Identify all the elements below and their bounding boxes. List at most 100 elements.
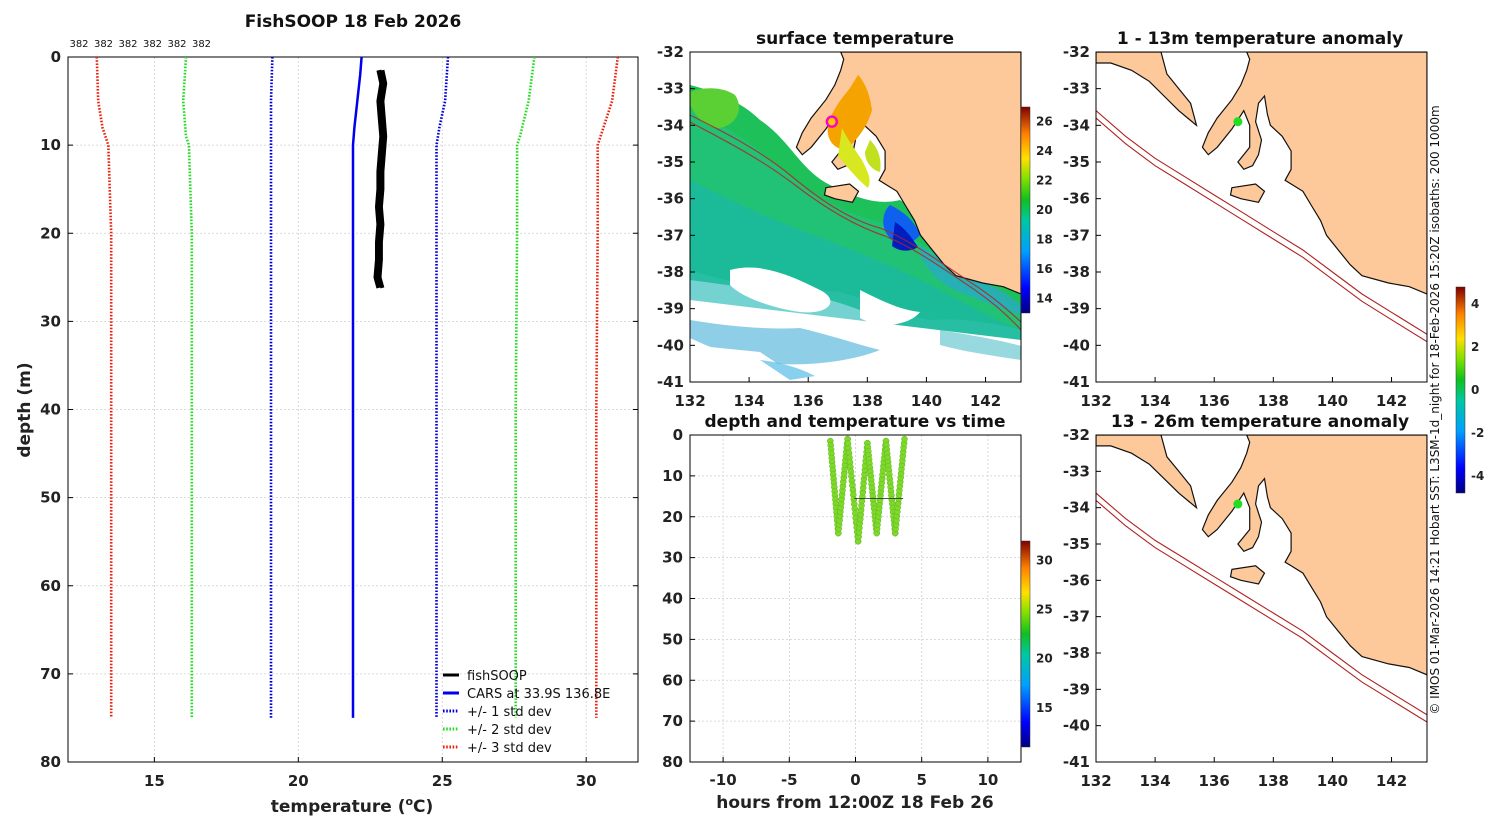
anomaly1-ytick-label: -32 <box>1063 43 1090 61</box>
anomaly-colorbar-label: 4 <box>1471 297 1479 311</box>
sst-colorbar <box>1020 106 1031 314</box>
sst-colorbar-label: 14 <box>1036 291 1053 305</box>
anomaly1-xtick-label: 138 <box>1258 392 1289 410</box>
anomaly2-xtick-label: 134 <box>1139 772 1170 790</box>
anomaly-colorbar-label: 2 <box>1471 340 1479 354</box>
anomaly2-xtick-label: 142 <box>1376 772 1407 790</box>
sst-colorbar-label: 16 <box>1036 262 1053 276</box>
dvt-colorbar-label: 20 <box>1036 652 1053 666</box>
profile-ytick-label: 50 <box>40 489 61 507</box>
anomaly1-land <box>1096 52 1427 295</box>
surface-temperature-map: surface temperature <box>657 29 1053 410</box>
profile-series-fish <box>373 69 385 289</box>
anomaly1-axes-box <box>1095 51 1428 383</box>
anomaly2-ytick-label: -41 <box>1063 753 1090 771</box>
sst-xtick-label: 132 <box>674 392 705 410</box>
anomaly1-ytick-label: -35 <box>1063 153 1090 171</box>
profile-ylabel: depth (m) <box>15 362 35 457</box>
profile-top-label: 382 <box>118 39 137 50</box>
depth-temperature-vs-time-chart: depth and temperature vs time -10 -5 0 5 10 0… <box>662 412 1053 813</box>
dvt-points <box>827 435 908 545</box>
dvt-ytick-label: 40 <box>662 590 683 608</box>
anomaly2-xtick-label: 138 <box>1258 772 1289 790</box>
profile-xtick-label: 25 <box>432 772 453 790</box>
sst-xtick-label: 136 <box>793 392 824 410</box>
sst-ytick-label: -39 <box>657 300 684 318</box>
sst-isobath-200 <box>690 114 1021 323</box>
profile-top-label: 382 <box>94 39 113 50</box>
sst-ytick-label: -33 <box>657 80 684 98</box>
dvt-colorbar-label: 15 <box>1036 701 1053 715</box>
profile-top-label: 382 <box>143 39 162 50</box>
dvt-xtick-label: -5 <box>781 771 798 789</box>
dvt-colorbar <box>1020 540 1031 748</box>
profile-series-sd3 <box>95 56 113 718</box>
profile-top-label: 382 <box>69 39 88 50</box>
anomaly1-title: 1 - 13m temperature anomaly <box>1117 29 1403 49</box>
sst-ticks: 132 134 136 138 140 142 -32 -33 -34 -35 -36 -37 -38 -… <box>657 43 1001 410</box>
anomaly1-ytick-label: -40 <box>1063 336 1090 354</box>
profile-ticks: 15 20 25 30 0 10 20 30 40 50 60 70 80 <box>40 48 638 790</box>
sst-xtick-label: 142 <box>970 392 1001 410</box>
dvt-ytick-label: 30 <box>662 549 683 567</box>
anomaly2-ytick-label: -35 <box>1063 535 1090 553</box>
sst-ytick-label: -40 <box>657 336 684 354</box>
credit-text: © IMOS 01-Mar-2026 14:21 Hobart SST: L3S… <box>1428 105 1442 714</box>
anomaly-map-1-13m: 1 - 13m temperature anomaly 132 134 136 138… <box>1063 29 1428 410</box>
dvt-grid <box>690 434 1021 763</box>
profile-xtick-label: 20 <box>288 772 309 790</box>
anomaly1-xtick-label: 136 <box>1199 392 1230 410</box>
sst-colorbar-ticks: 14 16 18 20 22 24 26 <box>1036 115 1053 306</box>
anomaly2-ticks: 132 134 136 138 140 142 -32 -33 -34 -35 -36 -37 -38 -… <box>1063 426 1407 790</box>
anomaly1-ytick-label: -33 <box>1063 80 1090 98</box>
dvt-ytick-label: 20 <box>662 508 683 526</box>
anomaly2-title: 13 - 26m temperature anomaly <box>1111 412 1409 432</box>
dvt-xlabel: hours from 12:00Z 18 Feb 26 <box>716 793 994 813</box>
dvt-xtick-label: 10 <box>977 771 998 789</box>
legend-label-fish: fishSOOP <box>467 669 527 684</box>
anomaly1-xtick-label: 132 <box>1080 392 1111 410</box>
anomaly-colorbar-label: 0 <box>1471 383 1479 397</box>
profile-ytick-label: 70 <box>40 665 61 683</box>
sst-xtick-label: 140 <box>911 392 942 410</box>
sst-xtick-label: 134 <box>733 392 764 410</box>
legend-label-sd2: +/- 2 std dev <box>467 723 552 738</box>
dvt-ytick-label: 60 <box>662 671 683 689</box>
sst-ytick-label: -38 <box>657 263 684 281</box>
profile-top-labels: 382 382 382 382 382 382 <box>69 39 211 50</box>
anomaly1-ytick-label: -39 <box>1063 300 1090 318</box>
profile-series-sd2 <box>181 56 194 718</box>
anomaly2-location-marker <box>1233 499 1243 509</box>
dvt-ytick-label: 50 <box>662 630 683 648</box>
profile-series-cars <box>351 56 363 718</box>
sst-colorbar-label: 20 <box>1036 203 1053 217</box>
anomaly2-ytick-label: -34 <box>1063 499 1090 517</box>
profile-series-sd1 <box>269 56 274 718</box>
sst-colorbar-label: 24 <box>1036 144 1053 158</box>
profile-series-sd1 <box>435 56 450 718</box>
profile-legend: fishSOOP CARS at 33.9S 136.8E +/- 1 std de… <box>443 669 610 756</box>
anomaly1-isobath-1000 <box>1096 117 1427 343</box>
dvt-colorbar-label: 30 <box>1036 554 1053 568</box>
anomaly1-ytick-label: -36 <box>1063 190 1090 208</box>
sst-colorbar-label: 18 <box>1036 232 1053 246</box>
profile-ytick-label: 60 <box>40 577 61 595</box>
dvt-xtick-label: 0 <box>850 771 860 789</box>
anomaly-colorbar-label: -4 <box>1471 469 1484 483</box>
legend-label-cars: CARS at 33.9S 136.8E <box>467 687 610 702</box>
anomaly2-xtick-label: 136 <box>1199 772 1230 790</box>
anomaly2-ytick-label: -33 <box>1063 462 1090 480</box>
dvt-xtick-label: -10 <box>710 771 737 789</box>
legend-label-sd1: +/- 1 std dev <box>467 705 552 720</box>
legend-label-sd3: +/- 3 std dev <box>467 741 552 756</box>
dvt-colorbar-label: 25 <box>1036 603 1053 617</box>
profile-xlabel: temperature (oC) <box>271 795 434 817</box>
dvt-colorbar-ticks: 15 20 25 30 <box>1036 554 1053 715</box>
anomaly2-ytick-label: -32 <box>1063 426 1090 444</box>
dvt-ytick-label: 0 <box>673 426 683 444</box>
temperature-profile-chart: FishSOOP 18 Feb 2026 382 382 382 382 382 382 … <box>15 12 639 817</box>
sst-isobath-1000 <box>690 121 1021 331</box>
sst-ytick-label: -32 <box>657 43 684 61</box>
profile-series-sd3 <box>594 56 620 718</box>
